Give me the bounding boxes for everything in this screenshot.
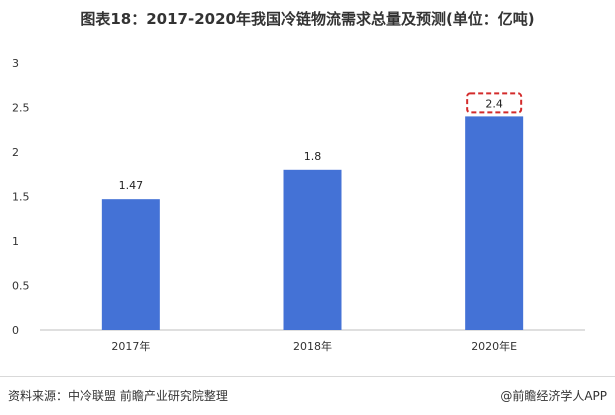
- source-note: 资料来源：中冷联盟 前瞻产业研究院整理: [8, 389, 228, 403]
- y-tick-label: 3: [12, 57, 19, 70]
- data-label: 2.4: [485, 97, 503, 110]
- x-tick-label: 2017年: [111, 339, 150, 353]
- highlight-box: [466, 92, 523, 114]
- bars-group: 1.47 1.8 2.4: [101, 92, 524, 331]
- x-axis: 2017年 2018年 2020年E: [111, 339, 517, 353]
- data-label: 1.47: [119, 179, 144, 192]
- y-tick-label: 2.5: [12, 102, 30, 115]
- x-tick-label: 2020年E: [471, 339, 517, 353]
- data-label: 1.8: [304, 150, 322, 163]
- y-tick-label: 2: [12, 146, 19, 159]
- footer-divider: [0, 376, 615, 377]
- bar: [465, 116, 524, 331]
- y-tick-label: 1.5: [12, 191, 30, 204]
- y-tick-label: 0.5: [12, 280, 30, 293]
- brand-label: @前瞻经济学人APP: [500, 389, 607, 403]
- y-tick-label: 0: [12, 324, 19, 337]
- bar: [101, 199, 160, 330]
- y-axis: 0 0.5 1 1.5 2 2.5 3: [12, 57, 30, 337]
- bar: [283, 169, 342, 330]
- x-tick-label: 2018年: [293, 339, 332, 353]
- y-tick-label: 1: [12, 235, 19, 248]
- chart-title: 图表18：2017-2020年我国冷链物流需求总量及预测(单位：亿吨): [80, 10, 535, 28]
